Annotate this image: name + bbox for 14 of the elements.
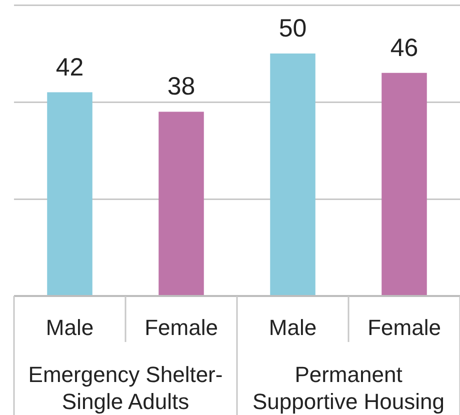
- x-tick-label: Emergency Shelter-Single Adults: [28, 362, 223, 414]
- bar: [47, 92, 92, 296]
- bar: [158, 112, 204, 296]
- data-label: 46: [390, 34, 418, 62]
- data-label: 42: [56, 53, 84, 82]
- data-label: 50: [278, 14, 307, 42]
- data-label: 38: [167, 72, 196, 101]
- x-tick-label: Permanent Supportive Housing: [252, 362, 445, 414]
- text: Female: [368, 315, 441, 340]
- text: Male: [268, 315, 317, 340]
- bar: [270, 54, 316, 296]
- bar: [382, 72, 427, 296]
- series-label: Male: [46, 315, 94, 340]
- series-label: Female: [144, 315, 218, 340]
